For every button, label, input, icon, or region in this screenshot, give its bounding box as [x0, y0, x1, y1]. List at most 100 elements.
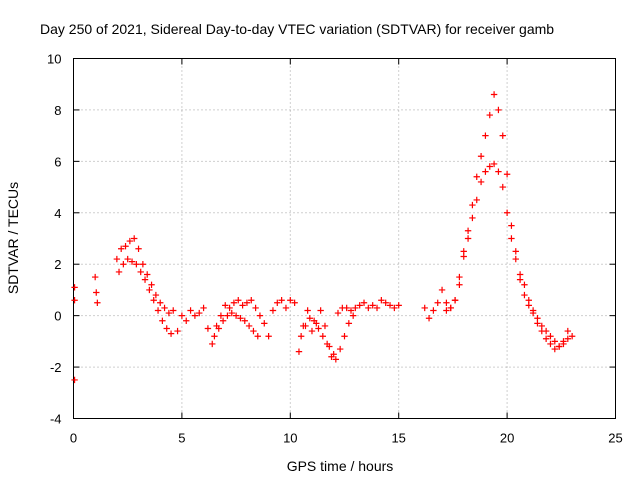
data-point	[564, 335, 572, 342]
chart-title: Day 250 of 2021, Sidereal Day-to-day VTE…	[40, 21, 554, 37]
x-tick-label: 10	[283, 431, 297, 446]
data-point	[148, 281, 155, 288]
data-point	[555, 343, 563, 350]
data-point	[261, 320, 268, 327]
data-point	[495, 106, 502, 114]
data-point	[547, 333, 554, 340]
data-point	[278, 297, 285, 304]
data-point	[386, 302, 394, 309]
data-point	[482, 168, 489, 175]
data-point	[486, 111, 493, 119]
data-point	[146, 286, 153, 294]
data-point	[334, 309, 342, 317]
data-point	[499, 132, 506, 139]
data-point	[568, 333, 576, 340]
data-point	[133, 261, 140, 268]
plot-frame	[73, 58, 616, 419]
data-point	[447, 304, 454, 312]
data-point	[120, 261, 127, 268]
data-point	[378, 297, 385, 304]
data-point	[256, 312, 264, 319]
data-point	[529, 309, 537, 317]
data-point	[306, 315, 314, 322]
data-point	[117, 245, 125, 252]
data-point	[297, 333, 305, 340]
data-point	[204, 325, 212, 332]
data-point	[226, 304, 233, 312]
data-point	[464, 227, 472, 234]
data-point	[460, 253, 467, 260]
data-point	[113, 255, 121, 263]
data-point	[135, 245, 142, 252]
data-point	[542, 335, 550, 342]
data-point	[349, 312, 357, 319]
data-point	[365, 304, 372, 312]
data-point	[516, 276, 524, 283]
data-point	[564, 327, 572, 335]
y-tick-label: 2	[54, 257, 61, 272]
data-point	[328, 353, 335, 360]
data-point	[167, 330, 175, 337]
y-tick-label: -4	[50, 412, 62, 427]
data-point	[321, 322, 329, 330]
data-point	[131, 235, 138, 242]
data-point	[499, 183, 506, 191]
data-point	[382, 299, 389, 306]
data-point	[178, 312, 186, 319]
data-point	[495, 168, 502, 175]
y-tick-label: 4	[54, 206, 61, 221]
data-point	[456, 273, 463, 281]
data-point	[560, 338, 567, 345]
data-point	[490, 91, 498, 98]
data-point	[538, 327, 545, 335]
data-point	[319, 333, 327, 340]
data-point	[521, 291, 528, 299]
data-point	[347, 307, 355, 314]
data-point	[254, 333, 261, 340]
data-point	[282, 304, 290, 312]
data-point	[438, 286, 446, 294]
data-point	[71, 376, 78, 384]
mark-layer	[71, 91, 576, 384]
data-point	[473, 173, 480, 180]
data-point	[503, 171, 511, 178]
data-point	[128, 258, 136, 265]
data-point	[237, 315, 244, 322]
data-point	[391, 304, 398, 312]
data-point	[425, 315, 433, 322]
data-point	[443, 307, 450, 314]
data-point	[503, 209, 511, 216]
data-point	[235, 297, 242, 304]
y-tick-label: 0	[54, 309, 61, 324]
data-point	[191, 312, 199, 319]
y-tick-label: 8	[54, 103, 61, 118]
data-point	[373, 304, 381, 312]
data-point	[144, 271, 151, 278]
data-point	[291, 299, 298, 306]
data-point	[124, 255, 131, 263]
data-point	[170, 307, 177, 314]
x-axis-label: GPS time / hours	[287, 458, 394, 474]
grid-layer	[73, 58, 616, 419]
data-point	[336, 345, 344, 353]
data-point	[421, 304, 428, 312]
x-tick-label: 15	[391, 431, 405, 446]
data-point	[122, 243, 129, 250]
data-point	[310, 317, 318, 324]
y-tick-label: 6	[54, 154, 61, 169]
data-point	[159, 317, 166, 324]
data-point	[547, 340, 554, 348]
data-point	[356, 302, 363, 309]
x-tick-label: 25	[608, 431, 622, 446]
y-tick-label: 10	[47, 52, 61, 67]
data-point	[115, 268, 123, 276]
data-point	[308, 327, 316, 335]
data-point	[154, 307, 162, 314]
x-tick-label: 5	[178, 431, 185, 446]
data-point	[343, 304, 350, 312]
data-point	[434, 299, 441, 306]
data-point	[230, 299, 238, 306]
y-axis-label: SDTVAR / TECUs	[5, 182, 21, 294]
data-point	[332, 356, 340, 363]
data-point	[451, 297, 459, 304]
